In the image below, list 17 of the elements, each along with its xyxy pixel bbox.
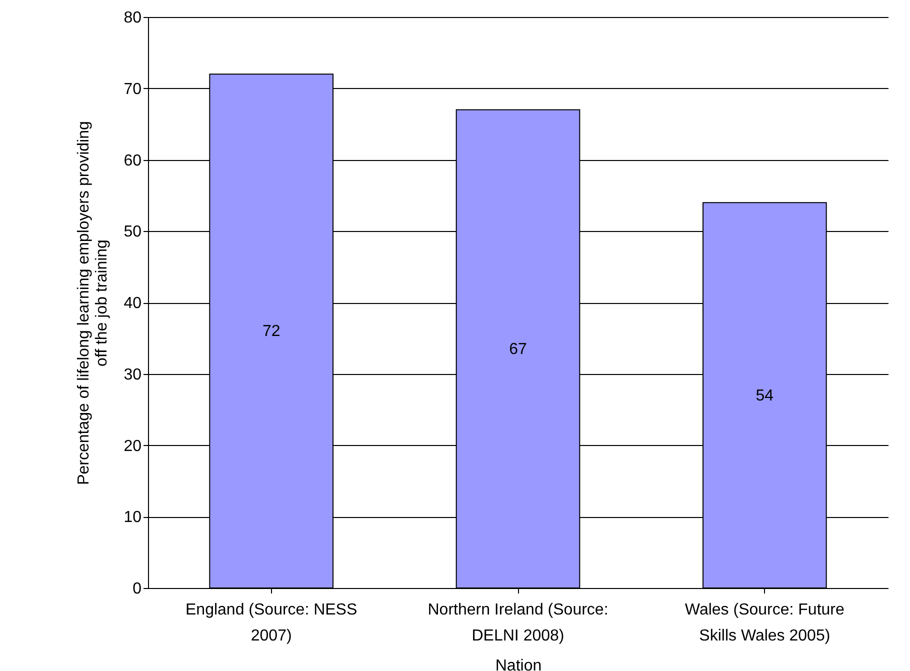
y-tick-label: 50 [124,224,142,241]
x-axis-title: Nation [495,658,542,671]
data-label: 67 [509,340,527,358]
y-tick-label: 70 [124,80,142,98]
y-tick-label: 20 [124,438,142,455]
y-tick-label: 60 [124,152,142,170]
y-tick-label: 40 [124,295,142,312]
x-tick-label: Wales (Source: Future Skills Wales 2005) [684,602,844,644]
y-axis-title: Percentage of lifelong learning employers providing off the job training [76,121,111,485]
data-label: 72 [262,323,280,340]
y-tick-label: 80 [124,10,142,26]
x-tick-label: Northern Ireland (Source: DELNI 2008) [428,602,608,644]
y-tick-label: 10 [124,509,142,526]
x-tick-label: England (Source: NESS 2007) [186,602,358,644]
y-tick-label: 30 [124,366,142,384]
data-label: 54 [756,387,774,404]
y-tick-label: 0 [132,580,142,598]
